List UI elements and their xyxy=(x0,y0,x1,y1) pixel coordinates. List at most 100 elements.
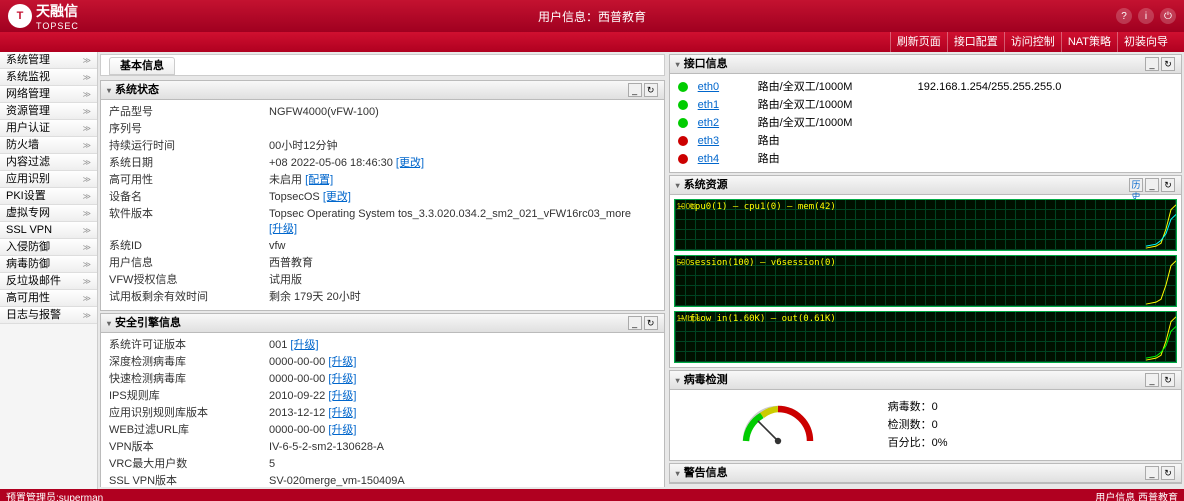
action-link[interactable]: [升级] xyxy=(328,390,356,402)
interface-ip: 192.168.1.254/255.255.255.0 xyxy=(918,79,1173,95)
history-link[interactable]: 历史信息 xyxy=(1129,178,1143,192)
chevron-icon: ≫ xyxy=(83,222,91,239)
minimize-icon[interactable]: _ xyxy=(628,83,642,97)
panel-title: 系统状态 xyxy=(115,81,159,100)
interface-link[interactable]: eth3 xyxy=(698,133,758,149)
chevron-icon: ≫ xyxy=(83,273,91,290)
chevron-icon: ≫ xyxy=(83,239,91,256)
sidebar-item-资源管理[interactable]: 资源管理≫ xyxy=(0,103,97,120)
collapse-icon[interactable]: ▾ xyxy=(676,176,680,195)
kv-value: 未启用 [配置] xyxy=(269,173,656,188)
chevron-icon: ≫ xyxy=(83,154,91,171)
kv-row: 产品型号NGFW4000(vFW-100) xyxy=(109,104,656,121)
tab-basic-info[interactable]: 基本信息 xyxy=(109,57,175,75)
sidebar-item-反垃圾邮件[interactable]: 反垃圾邮件≫ xyxy=(0,273,97,290)
kv-value: +08 2022-05-06 18:46:30 [更改] xyxy=(269,156,656,171)
kv-row: 系统IDvfw xyxy=(109,238,656,255)
refresh-icon[interactable]: ↻ xyxy=(1161,57,1175,71)
sidebar-item-系统管理[interactable]: 系统管理≫ xyxy=(0,52,97,69)
collapse-icon[interactable]: ▾ xyxy=(676,464,680,483)
action-link[interactable]: [更改] xyxy=(396,157,424,169)
power-icon[interactable]: ⏻ xyxy=(1160,8,1176,24)
sidebar-item-应用识别[interactable]: 应用识别≫ xyxy=(0,171,97,188)
kv-value: 西普教育 xyxy=(269,256,656,271)
kv-key: 深度检测病毒库 xyxy=(109,355,269,370)
refresh-icon[interactable]: ↻ xyxy=(644,83,658,97)
virus-stat: 百分比：0% xyxy=(888,434,948,452)
action-link[interactable]: [升级] xyxy=(328,373,356,385)
sidebar-item-高可用性[interactable]: 高可用性≫ xyxy=(0,290,97,307)
kv-key: VPN版本 xyxy=(109,440,269,455)
info-icon[interactable]: i xyxy=(1138,8,1154,24)
kv-row: 深度检测病毒库0000-00-00 [升级] xyxy=(109,354,656,371)
chevron-icon: ≫ xyxy=(83,120,91,137)
nav-NAT策略[interactable]: NAT策略 xyxy=(1061,32,1117,52)
refresh-icon[interactable]: ↻ xyxy=(1161,373,1175,387)
kv-value: 2010-09-22 [升级] xyxy=(269,389,656,404)
sidebar-item-系统监视[interactable]: 系统监视≫ xyxy=(0,69,97,86)
kv-key: 序列号 xyxy=(109,122,269,137)
top-nav: 刷新页面接口配置访问控制NAT策略初装向导 xyxy=(0,32,1184,52)
sidebar-item-防火墙[interactable]: 防火墙≫ xyxy=(0,137,97,154)
sidebar: 系统管理≫系统监视≫网络管理≫资源管理≫用户认证≫防火墙≫内容过滤≫应用识别≫P… xyxy=(0,52,98,489)
minimize-icon[interactable]: _ xyxy=(628,316,642,330)
interface-link[interactable]: eth2 xyxy=(698,115,758,131)
action-link[interactable]: [更改] xyxy=(323,191,351,203)
kv-key: IPS规则库 xyxy=(109,389,269,404)
kv-key: 设备名 xyxy=(109,190,269,205)
collapse-icon[interactable]: ▾ xyxy=(107,81,111,100)
sidebar-item-病毒防御[interactable]: 病毒防御≫ xyxy=(0,256,97,273)
refresh-icon[interactable]: ↻ xyxy=(644,316,658,330)
refresh-icon[interactable]: ↻ xyxy=(1161,178,1175,192)
sidebar-item-日志与报警[interactable]: 日志与报警≫ xyxy=(0,307,97,324)
action-link[interactable]: [升级] xyxy=(328,356,356,368)
minimize-icon[interactable]: _ xyxy=(1145,178,1159,192)
panel-title: 病毒检测 xyxy=(684,371,728,390)
kv-row: 应用识别规则库版本2013-12-12 [升级] xyxy=(109,405,656,422)
header-bar: T 天融信 TOPSEC 用户信息：西普教育 ? i ⏻ xyxy=(0,0,1184,32)
interface-mode: 路由/全双工/1000M xyxy=(758,79,918,95)
kv-row: 快速检测病毒库0000-00-00 [升级] xyxy=(109,371,656,388)
header-icons: ? i ⏻ xyxy=(1116,8,1184,24)
sidebar-item-PKI设置[interactable]: PKI设置≫ xyxy=(0,188,97,205)
sidebar-item-虚拟专网[interactable]: 虚拟专网≫ xyxy=(0,205,97,222)
help-icon[interactable]: ? xyxy=(1116,8,1132,24)
kv-row: IPS规则库2010-09-22 [升级] xyxy=(109,388,656,405)
kv-value: Topsec Operating System tos_3.3.020.034.… xyxy=(269,207,656,237)
chevron-icon: ≫ xyxy=(83,52,91,69)
interface-link[interactable]: eth0 xyxy=(698,79,758,95)
kv-value: IV-6-5-2-sm2-130628-A xyxy=(269,440,656,455)
panel-system-resource: ▾系统资源 历史信息_↻ 100%— cpu0(1) — cpu1(0) — m… xyxy=(669,175,1182,368)
action-link[interactable]: [配置] xyxy=(305,174,333,186)
kv-value: 0000-00-00 [升级] xyxy=(269,372,656,387)
action-link[interactable]: [升级] xyxy=(328,424,356,436)
action-link[interactable]: [升级] xyxy=(269,223,297,235)
panel-title: 安全引擎信息 xyxy=(115,314,181,333)
sidebar-item-内容过滤[interactable]: 内容过滤≫ xyxy=(0,154,97,171)
kv-value: 0000-00-00 [升级] xyxy=(269,423,656,438)
minimize-icon[interactable]: _ xyxy=(1145,373,1159,387)
action-link[interactable]: [升级] xyxy=(290,339,318,351)
collapse-icon[interactable]: ▾ xyxy=(676,371,680,390)
sidebar-item-SSL VPN[interactable]: SSL VPN≫ xyxy=(0,222,97,239)
sidebar-item-网络管理[interactable]: 网络管理≫ xyxy=(0,86,97,103)
chevron-icon: ≫ xyxy=(83,188,91,205)
interface-link[interactable]: eth4 xyxy=(698,151,758,167)
nav-接口配置[interactable]: 接口配置 xyxy=(947,32,1004,52)
minimize-icon[interactable]: _ xyxy=(1145,57,1159,71)
kv-key: 软件版本 xyxy=(109,207,269,237)
sidebar-item-用户认证[interactable]: 用户认证≫ xyxy=(0,120,97,137)
action-link[interactable]: [升级] xyxy=(328,407,356,419)
refresh-icon[interactable]: ↻ xyxy=(1161,466,1175,480)
interface-link[interactable]: eth1 xyxy=(698,97,758,113)
minimize-icon[interactable]: _ xyxy=(1145,466,1159,480)
collapse-icon[interactable]: ▾ xyxy=(676,55,680,74)
nav-刷新页面[interactable]: 刷新页面 xyxy=(890,32,947,52)
tab-bar: 基本信息 xyxy=(100,54,665,76)
nav-访问控制[interactable]: 访问控制 xyxy=(1004,32,1061,52)
kv-value xyxy=(269,122,656,137)
sidebar-item-入侵防御[interactable]: 入侵防御≫ xyxy=(0,239,97,256)
kv-key: VRC最大用户数 xyxy=(109,457,269,472)
collapse-icon[interactable]: ▾ xyxy=(107,314,111,333)
nav-初装向导[interactable]: 初装向导 xyxy=(1117,32,1174,52)
